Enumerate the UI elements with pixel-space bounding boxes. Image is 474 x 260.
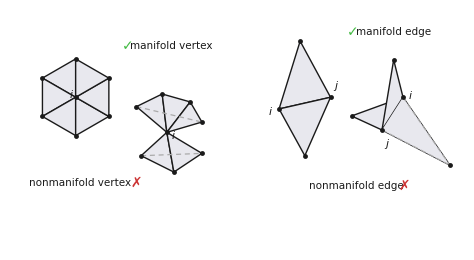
- Text: ✓: ✓: [347, 25, 358, 39]
- Text: nonmanifold vertex: nonmanifold vertex: [29, 178, 131, 188]
- Polygon shape: [382, 97, 450, 165]
- Text: $i$: $i$: [171, 129, 176, 141]
- Text: manifold edge: manifold edge: [356, 27, 431, 37]
- Polygon shape: [43, 59, 76, 97]
- Polygon shape: [43, 78, 76, 116]
- Polygon shape: [279, 97, 330, 156]
- Text: nonmanifold edge: nonmanifold edge: [310, 181, 404, 191]
- Text: ✗: ✗: [394, 179, 410, 193]
- Polygon shape: [43, 97, 76, 136]
- Polygon shape: [137, 94, 167, 132]
- Text: ✓: ✓: [122, 39, 134, 53]
- Polygon shape: [76, 97, 109, 136]
- Text: $i$: $i$: [268, 105, 273, 117]
- Polygon shape: [162, 94, 190, 132]
- Polygon shape: [352, 97, 403, 130]
- Polygon shape: [167, 102, 202, 132]
- Text: $j$: $j$: [333, 79, 340, 93]
- Polygon shape: [167, 132, 202, 172]
- Polygon shape: [76, 59, 109, 97]
- Text: $j$: $j$: [384, 137, 391, 151]
- Polygon shape: [76, 78, 109, 116]
- Text: $i$: $i$: [69, 88, 74, 100]
- Polygon shape: [141, 132, 174, 172]
- Text: $i$: $i$: [408, 89, 413, 101]
- Text: manifold vertex: manifold vertex: [130, 41, 213, 51]
- Text: ✗: ✗: [126, 176, 142, 190]
- Polygon shape: [382, 60, 403, 130]
- Polygon shape: [279, 41, 330, 109]
